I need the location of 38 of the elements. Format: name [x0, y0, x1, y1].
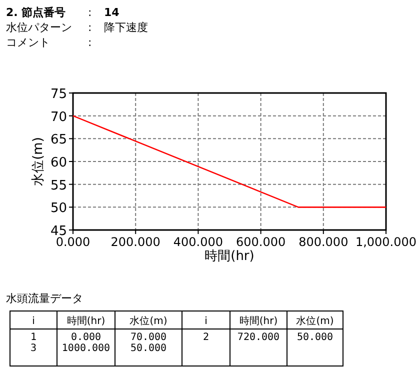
y-tick-label: 65: [50, 132, 67, 148]
x-tick-label: 200.000: [110, 235, 160, 249]
x-tick-label: 400.000: [173, 235, 224, 249]
y-tick-label: 55: [50, 178, 67, 194]
x-tick-label: 0.000: [56, 235, 90, 249]
x-tick-label: 1,000.000: [355, 235, 417, 249]
text: 3: [30, 343, 37, 354]
text: 50.000: [130, 343, 167, 354]
text: 720.000: [237, 332, 280, 343]
text: 水位パターン: [6, 21, 72, 34]
text: 水位(m): [296, 315, 334, 327]
text: i: [204, 316, 208, 327]
text: 水位(m): [130, 315, 168, 327]
y-axis-title: 水位(m): [31, 137, 46, 186]
text: i: [32, 316, 35, 327]
x-axis-title: 時間(hr): [204, 249, 254, 264]
text: 50.000: [296, 332, 334, 343]
text: 0.000: [70, 332, 102, 343]
y-tick-label: 75: [50, 87, 67, 102]
text: 1: [30, 332, 37, 343]
x-tick-label: 800.000: [298, 235, 348, 249]
text: :: [88, 36, 92, 49]
text: 70.000: [130, 332, 167, 343]
text: 水頭流量データ: [6, 292, 83, 305]
y-tick-label: 50: [50, 201, 67, 216]
y-tick-label: 60: [50, 156, 67, 170]
text: 2: [202, 332, 210, 343]
text: 時間(hr): [66, 315, 106, 327]
text: 時間(hr): [239, 315, 278, 327]
text: 降下速度: [104, 21, 148, 34]
text: :: [88, 6, 92, 19]
text: 2. 節点番号: [6, 6, 66, 19]
y-tick-label: 70: [50, 110, 67, 125]
text: 14: [104, 6, 120, 19]
text: :: [88, 21, 92, 34]
text: コメント: [6, 36, 50, 49]
x-tick-label: 600.000: [236, 235, 286, 249]
text: 1000.000: [62, 343, 110, 354]
